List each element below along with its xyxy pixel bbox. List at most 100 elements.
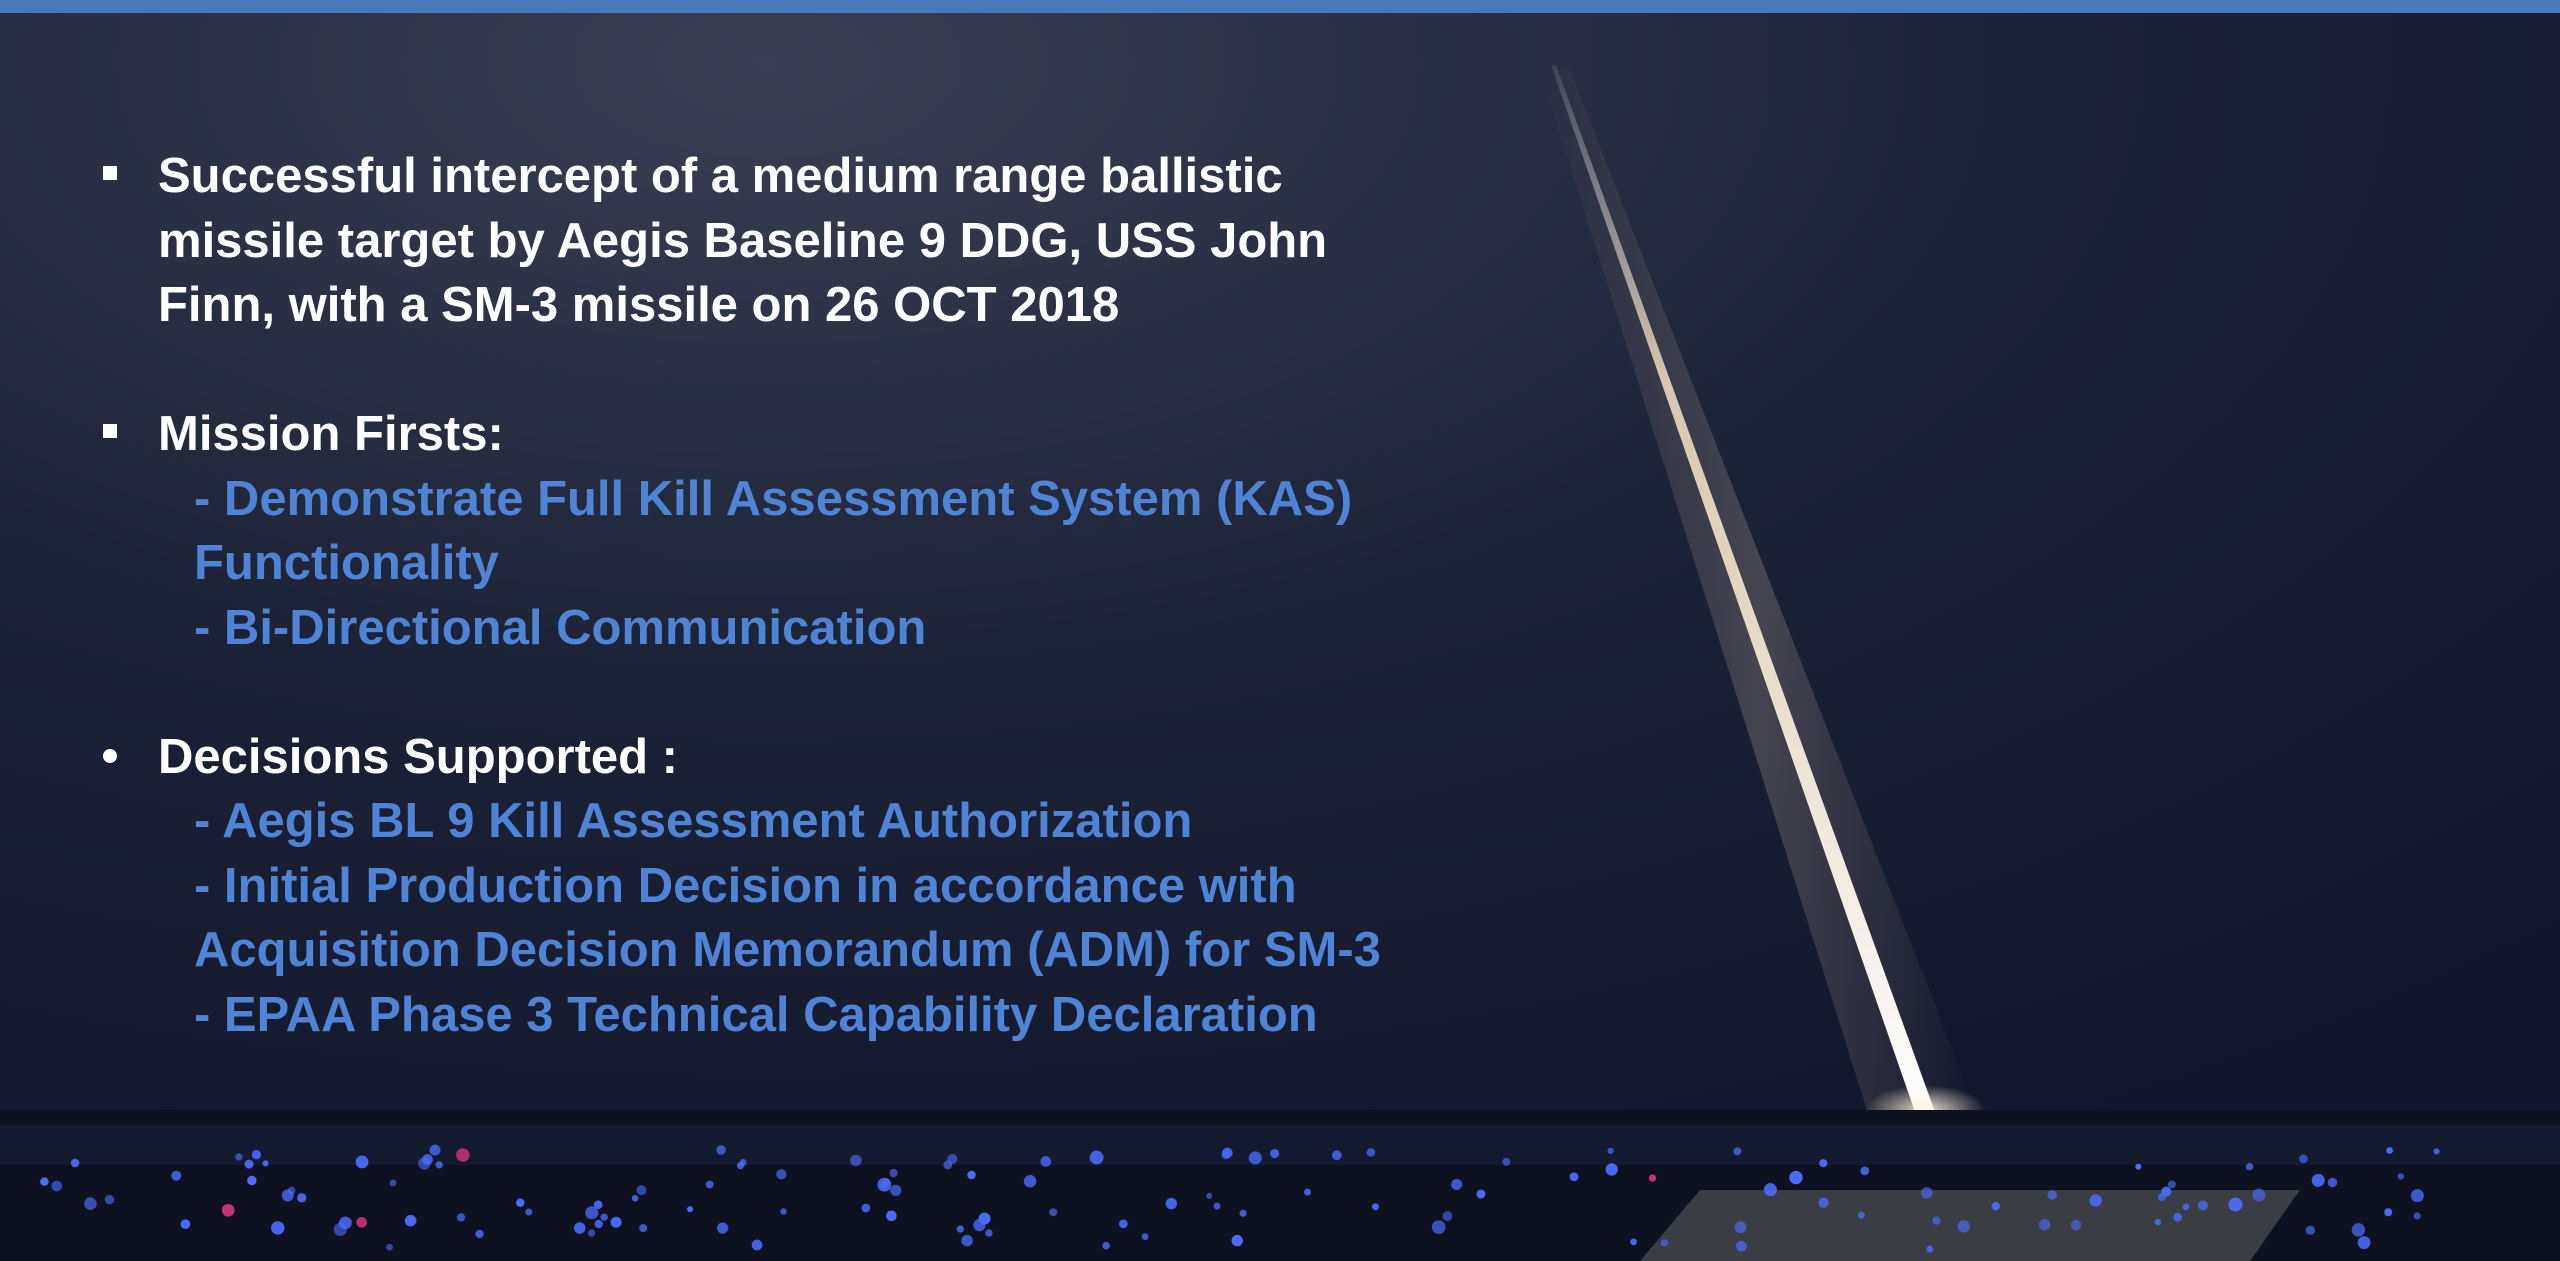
bullet-list: Successful intercept of a medium range b…: [158, 144, 1381, 1112]
light: [1630, 1239, 1637, 1246]
light: [435, 1161, 442, 1168]
light: [1736, 1241, 1747, 1252]
light: [2328, 1178, 2338, 1188]
light: [2411, 1189, 2424, 1202]
light: [1166, 1198, 1177, 1209]
light: [244, 1160, 253, 1169]
light: [1735, 1221, 1747, 1233]
light: [632, 1195, 639, 1202]
sub-item: - EPAA Phase 3 Technical Capability Decl…: [194, 983, 1381, 1048]
light: [1214, 1203, 1221, 1210]
light: [1090, 1151, 1104, 1165]
light: [2299, 1155, 2308, 1164]
sub-text: Acquisition Decision Memorandum (ADM) fo…: [194, 918, 1381, 983]
light: [356, 1156, 369, 1169]
bullet-marker: [101, 164, 121, 184]
light: [2089, 1194, 2101, 1206]
light: [40, 1177, 49, 1186]
light: [985, 1229, 992, 1236]
light: [716, 1145, 726, 1155]
bullet-title: Mission Firsts:: [158, 402, 1381, 467]
light: [1661, 1239, 1668, 1246]
light: [2384, 1208, 2392, 1216]
light: [1932, 1217, 1940, 1225]
light: [2386, 1147, 2393, 1154]
light: [890, 1185, 901, 1196]
light: [2398, 1173, 2404, 1179]
light: [2071, 1220, 2082, 1231]
light: [737, 1162, 744, 1169]
light: [1451, 1179, 1462, 1190]
light: [390, 1179, 397, 1186]
light: [636, 1185, 646, 1195]
light: [386, 1244, 393, 1251]
light: [1858, 1212, 1865, 1219]
light: [886, 1211, 897, 1222]
sub-text: Functionality: [194, 531, 1381, 596]
light: [957, 1225, 964, 1232]
sub-item: - Aegis BL 9 Kill Assessment Authorizati…: [194, 789, 1381, 854]
light: [418, 1157, 431, 1170]
light: [51, 1181, 62, 1192]
light: [2306, 1226, 2315, 1235]
light: [271, 1221, 284, 1234]
light: [262, 1160, 268, 1166]
light: [1332, 1150, 1342, 1160]
bullet: Successful intercept of a medium range b…: [158, 144, 1381, 338]
light: [717, 1222, 728, 1233]
light: [2246, 1163, 2253, 1170]
light: [84, 1197, 97, 1210]
top-bar: [0, 0, 2560, 13]
light: [2252, 1189, 2265, 1202]
light: [1926, 1246, 1933, 1253]
light: [2168, 1180, 2176, 1188]
light: [1608, 1148, 1614, 1154]
light: [943, 1160, 952, 1169]
light: [889, 1169, 897, 1177]
sub-item: - Bi-Directional Communication: [194, 596, 1381, 661]
sub-text: - Bi-Directional Communication: [194, 596, 1381, 661]
light: [1649, 1174, 1656, 1181]
sub-text: - EPAA Phase 3 Technical Capability Decl…: [194, 983, 1381, 1048]
light: [1992, 1202, 2000, 1210]
sub-item: - Demonstrate Full Kill Assessment Syste…: [194, 467, 1381, 596]
light: [1102, 1242, 1110, 1250]
light: [861, 1204, 870, 1213]
light: [961, 1235, 973, 1247]
light: [405, 1215, 417, 1227]
light: [588, 1229, 595, 1236]
light: [2434, 1148, 2440, 1154]
light: [181, 1219, 191, 1229]
light: [776, 1169, 786, 1179]
light: [1789, 1171, 1802, 1184]
light: [1860, 1166, 1869, 1175]
light: [430, 1145, 441, 1156]
bullet-marker: [101, 747, 121, 767]
light: [2155, 1219, 2161, 1225]
light: [1270, 1149, 1279, 1158]
light: [1442, 1211, 1452, 1221]
light: [2161, 1187, 2171, 1197]
light: [1372, 1203, 1379, 1210]
shoreline: [0, 1125, 2560, 1165]
light: [1819, 1198, 1829, 1208]
light: [222, 1204, 235, 1217]
light: [516, 1199, 525, 1208]
light: [2352, 1223, 2365, 1236]
light: [639, 1224, 647, 1232]
light: [2198, 1200, 2208, 1210]
bullet-text: Successful intercept of a medium range b…: [158, 144, 1381, 209]
light: [525, 1209, 532, 1216]
light: [1606, 1163, 1618, 1175]
light: [2229, 1198, 2243, 1212]
light: [2358, 1236, 2371, 1249]
light: [601, 1214, 608, 1221]
light: [2312, 1174, 2325, 1187]
light: [282, 1189, 294, 1201]
light: [1142, 1233, 1149, 1240]
bullet-text: missile target by Aegis Baseline 9 DDG, …: [158, 209, 1381, 274]
light: [1367, 1148, 1376, 1157]
light: [706, 1181, 714, 1189]
light: [1819, 1159, 1827, 1167]
light: [475, 1230, 483, 1238]
